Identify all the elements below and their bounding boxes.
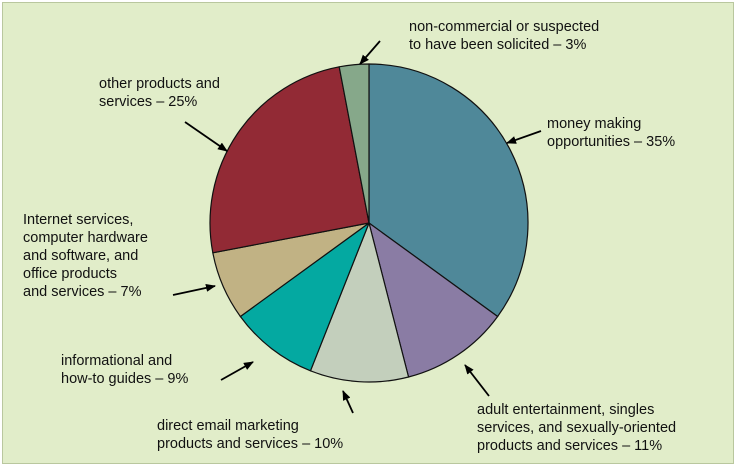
pie-slice-other-products <box>209 66 370 254</box>
arrow-internet-services <box>172 283 216 296</box>
pie-chart <box>172 40 542 414</box>
slice-label-informational: informational and how-to guides – 9% <box>61 353 189 387</box>
slice-label-money-making: money making opportunities – 35% <box>547 116 676 150</box>
pie-slice-money-making <box>368 63 529 318</box>
arrow-adult-entertainment <box>464 364 490 397</box>
pie-slice-adult-entertainment <box>368 222 499 378</box>
slice-label-internet-services: Internet services, computer hardware and… <box>23 212 148 300</box>
slice-label-other-products: other products and services – 25% <box>99 76 220 110</box>
pie-slice-direct-email <box>309 222 410 383</box>
slice-label-adult-entertainment: adult entertainment, singles services, a… <box>477 402 677 454</box>
arrow-informational <box>220 361 254 381</box>
chart-frame: money making opportunities – 35% adult e… <box>2 2 734 464</box>
arrow-money-making <box>506 130 542 144</box>
arrow-non-commercial <box>359 40 381 65</box>
pie-slice-informational <box>239 222 370 372</box>
arrow-direct-email <box>342 390 354 414</box>
slice-label-direct-email: direct email marketing products and serv… <box>157 418 344 452</box>
pie-slice-non-commercial <box>338 63 370 224</box>
arrow-other-products <box>184 121 228 152</box>
slice-label-non-commercial: non-commercial or suspected to have been… <box>409 19 600 53</box>
